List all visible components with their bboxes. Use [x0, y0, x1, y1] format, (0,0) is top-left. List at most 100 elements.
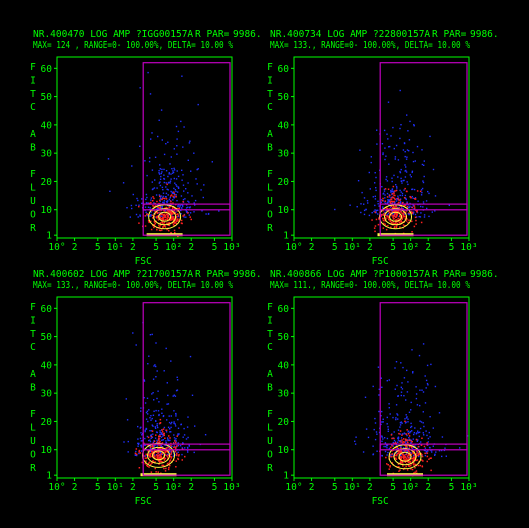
scatter-dot	[156, 187, 158, 189]
scatter-dot	[163, 444, 166, 446]
scatter-dot	[389, 413, 391, 415]
scatter-dot	[163, 177, 165, 180]
contour-dot	[147, 453, 150, 455]
scatter-dot	[411, 195, 413, 198]
density-contour-mid	[371, 185, 423, 236]
scatter-dot	[386, 180, 389, 182]
contour-dot	[402, 468, 405, 471]
scatter-dot	[175, 415, 177, 417]
scatter-dot	[152, 378, 155, 380]
contour-dot	[148, 466, 150, 468]
scatter-dot	[422, 206, 424, 208]
contour-dot	[408, 461, 411, 463]
scatter-dot	[139, 145, 141, 147]
scatter-dot	[135, 204, 137, 206]
contour-dot	[410, 211, 413, 213]
scatter-dot	[394, 158, 396, 160]
contour-dot	[426, 460, 428, 463]
scatter-dot	[172, 215, 174, 218]
scatter-dot	[428, 215, 430, 218]
scatter-dot	[383, 445, 385, 448]
scatter-dot	[161, 408, 163, 410]
scatter-dot	[152, 433, 154, 435]
contour-dot	[163, 214, 166, 216]
contour-dot	[161, 217, 164, 220]
contour-dot	[382, 217, 384, 220]
contour-dot	[402, 215, 404, 218]
scatter-dot	[173, 422, 175, 425]
scatter-dot	[167, 403, 170, 405]
contour-dot	[393, 194, 395, 196]
contour-dot	[161, 464, 163, 467]
scatter-dot	[417, 200, 419, 202]
contour-dot	[166, 228, 168, 231]
scatter-dot	[384, 201, 386, 203]
contour-dot	[159, 199, 161, 201]
contour-dot	[392, 455, 394, 458]
x-tick-label: 5	[212, 242, 218, 253]
scatter-dot	[153, 410, 155, 412]
contour-dot	[429, 457, 431, 459]
scatter-dot	[397, 414, 399, 416]
contour-dot	[165, 467, 167, 470]
scatter-dot	[422, 180, 424, 182]
scatter-dot	[374, 182, 376, 184]
scatter-dot	[176, 389, 179, 391]
scatter-dot	[418, 455, 420, 458]
contour-dot	[415, 223, 417, 225]
contour-dot	[396, 207, 398, 209]
scatter-dot	[409, 202, 411, 205]
contour-dot	[152, 196, 154, 198]
scatter-dot	[395, 361, 398, 363]
contour-dot	[177, 207, 179, 210]
contour-dot	[378, 217, 380, 219]
scatter-dot	[370, 161, 372, 164]
scatter-dot	[153, 444, 155, 447]
scatter-dot	[170, 451, 173, 453]
scatter-dot	[413, 432, 416, 434]
scatter-dot	[418, 431, 421, 433]
contour-dot	[156, 215, 159, 217]
contour-dot	[141, 461, 143, 464]
scatter-dot	[145, 411, 148, 414]
contour-dot	[170, 232, 172, 234]
scatter-dot	[144, 206, 147, 208]
scatter-dot	[421, 149, 423, 151]
scatter-dot	[194, 204, 196, 206]
x-tick-label: 10³	[460, 482, 477, 493]
contour-dot	[159, 455, 161, 457]
scatter-dot	[399, 89, 401, 92]
scatter-dot	[400, 168, 402, 171]
scatter-dot	[188, 142, 191, 144]
scatter-dot	[176, 138, 178, 140]
contour-dot	[388, 468, 390, 470]
contour-dot	[416, 459, 419, 461]
y-axis-label-letter: F	[267, 169, 273, 180]
contour-dot	[412, 456, 415, 458]
scatter-dot	[145, 202, 148, 204]
contour-dot	[144, 462, 147, 465]
x-tick-label: 5	[153, 242, 159, 253]
scatter-dot	[366, 200, 369, 202]
scatter-dot	[180, 195, 183, 197]
contour-dot	[181, 459, 183, 461]
contour-dot	[389, 200, 391, 203]
scatter-dot	[170, 178, 172, 180]
scatter-dot	[203, 184, 205, 186]
scatter-dot	[402, 179, 404, 182]
scatter-dot	[193, 451, 195, 454]
contour-dot	[175, 222, 178, 225]
contour-dot	[168, 462, 170, 464]
scatter-dot	[164, 210, 166, 212]
contour-dot	[143, 455, 145, 457]
contour-dot	[147, 220, 150, 222]
scatter-dot	[376, 433, 378, 435]
scatter-dot	[189, 212, 192, 214]
scatter-dot	[438, 412, 441, 414]
scatter-dot	[138, 452, 140, 455]
contour-dot	[165, 429, 168, 431]
contour-dot	[159, 422, 162, 424]
scatter-dot	[382, 438, 384, 440]
scatter-dot	[173, 177, 175, 180]
